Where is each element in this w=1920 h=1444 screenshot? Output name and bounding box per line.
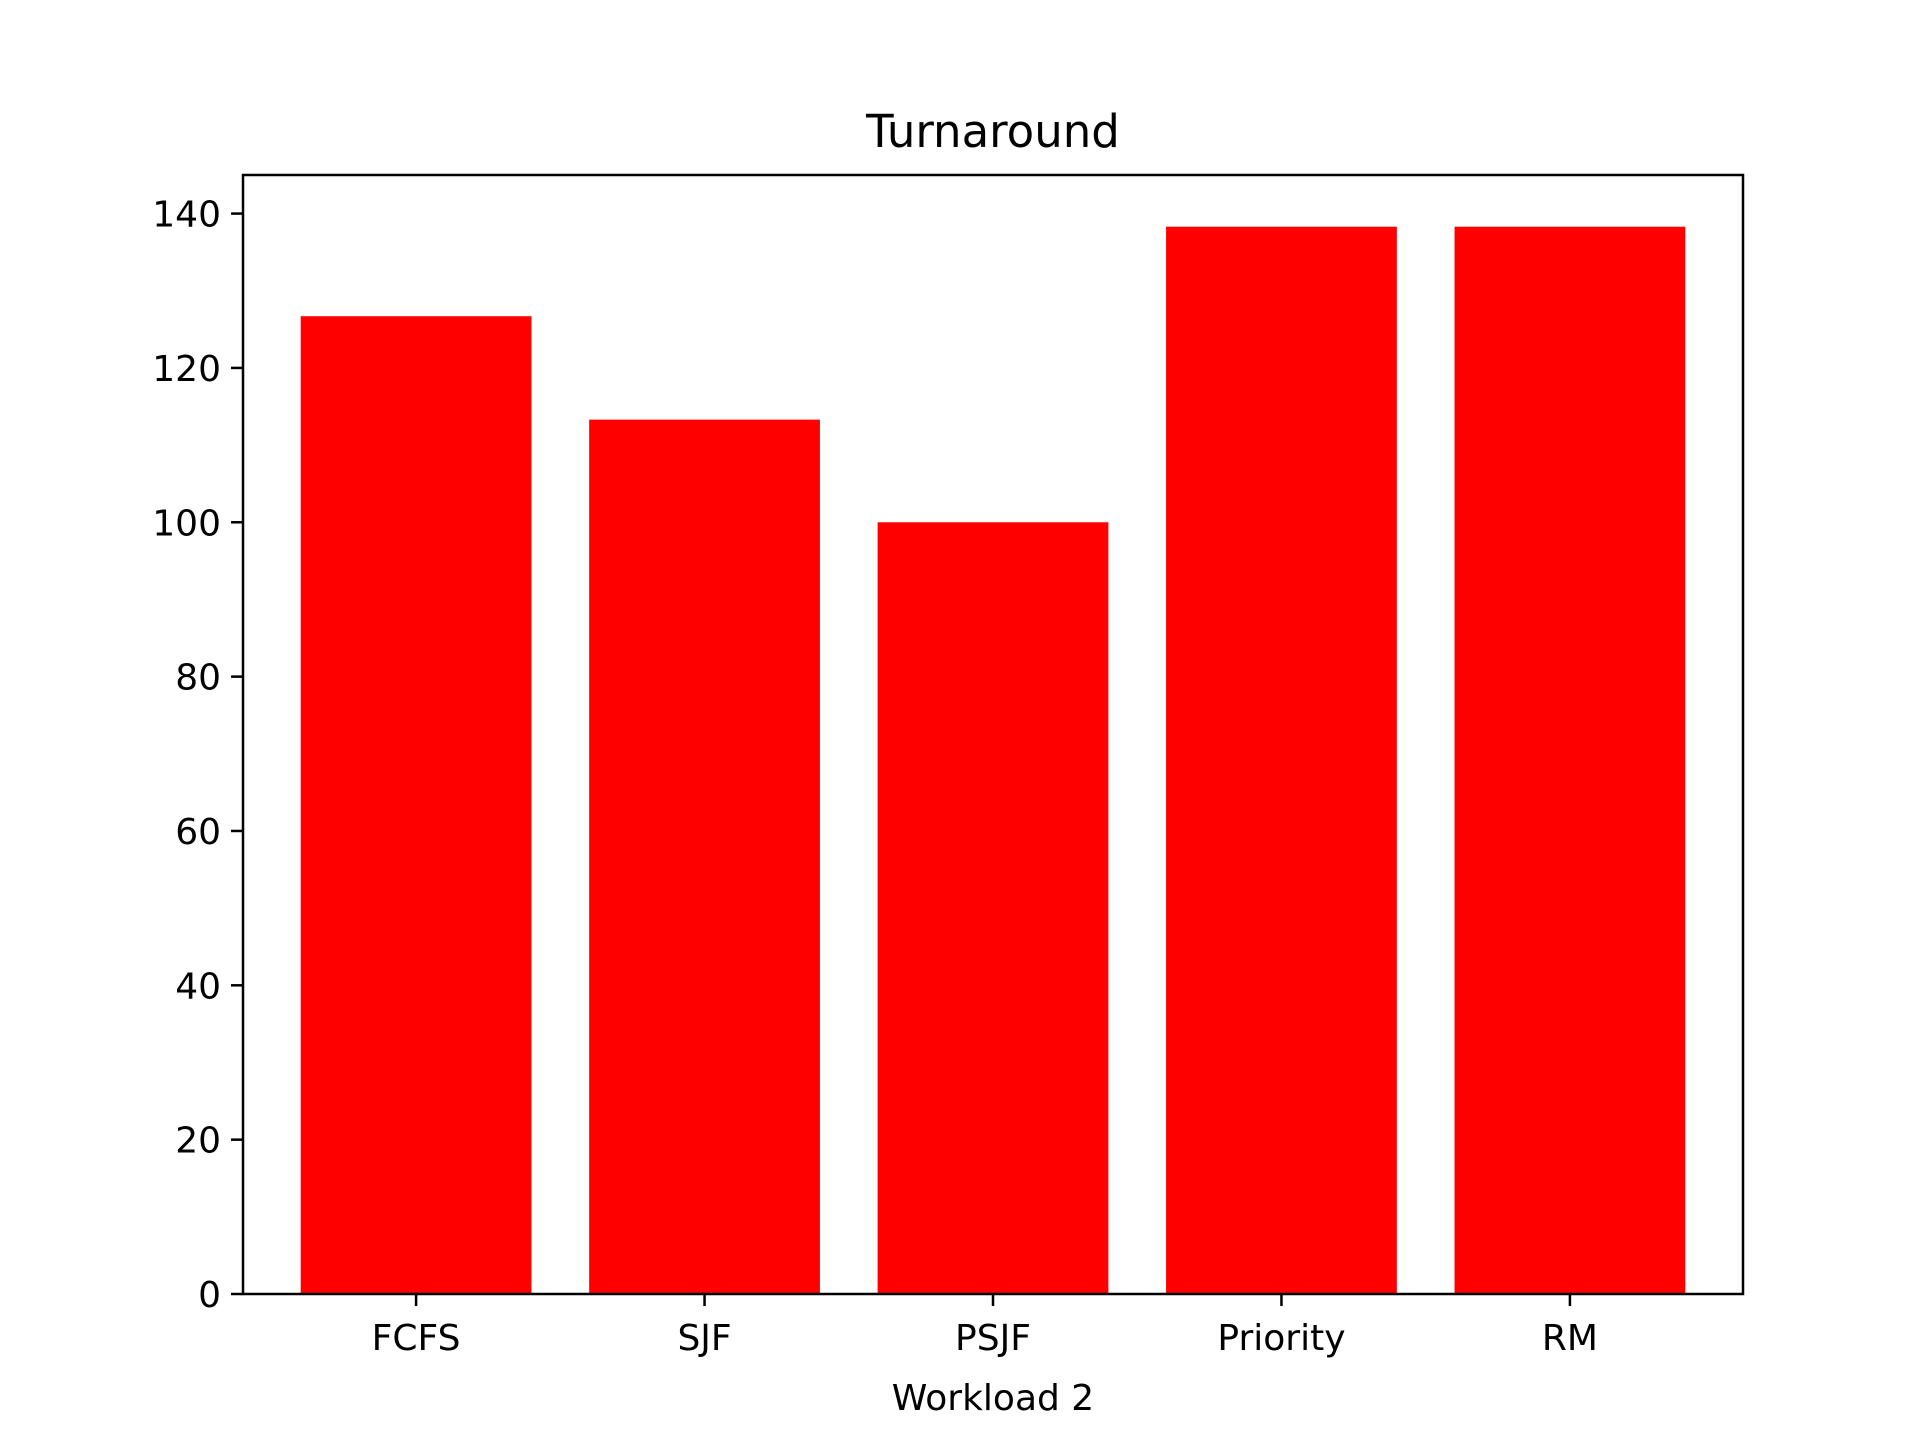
y-tick-label: 140	[152, 195, 221, 236]
bars-layer	[300, 226, 1686, 1294]
y-axis: 0 20 40 60 80 100 120 140	[152, 195, 243, 1316]
x-tick-label-priority: Priority	[1217, 1318, 1345, 1359]
bar-rm	[1454, 226, 1686, 1294]
y-tick-label: 40	[175, 966, 221, 1007]
y-tick-label: 80	[175, 658, 221, 699]
y-tick-label: 0	[198, 1275, 221, 1316]
x-tick-label-sjf: SJF	[677, 1318, 731, 1359]
x-tick-label-fcfs: FCFS	[372, 1318, 461, 1359]
x-tick-label-rm: RM	[1542, 1318, 1598, 1359]
plot-frame	[241, 173, 1745, 1296]
bar-fcfs	[300, 316, 532, 1294]
x-axis: FCFS SJF PSJF Priority RM	[372, 1294, 1598, 1359]
x-axis-label: Workload 2	[892, 1378, 1094, 1419]
bar-sjf	[589, 419, 820, 1294]
bar-psjf	[877, 522, 1109, 1294]
y-tick-label: 120	[152, 349, 221, 390]
y-tick-label: 100	[152, 503, 221, 544]
bar-priority	[1166, 226, 1397, 1294]
x-tick-label-psjf: PSJF	[955, 1318, 1031, 1359]
chart-title: Turnaround	[865, 105, 1120, 158]
y-tick-label: 20	[175, 1121, 221, 1162]
y-tick-label: 60	[175, 812, 221, 853]
